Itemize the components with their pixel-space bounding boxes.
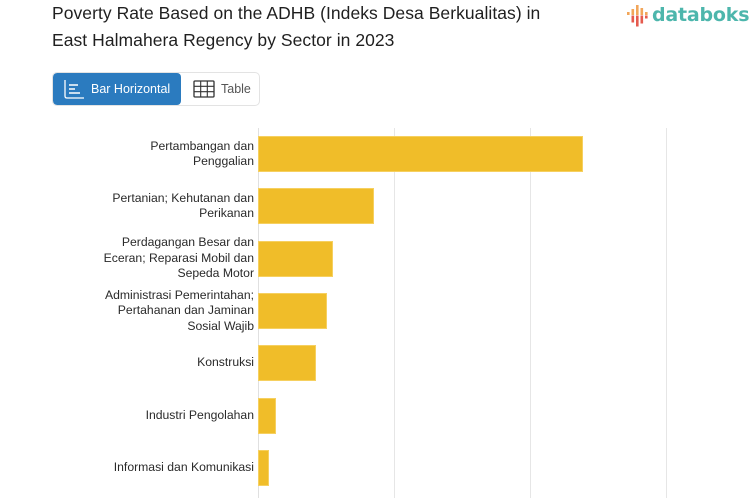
- table-label: Table: [221, 82, 251, 96]
- category-label: Pertanian; Kehutanan dan Perikanan: [54, 191, 254, 222]
- category-label: Industri Pengolahan: [54, 408, 254, 424]
- category-label-line: Pertambangan dan: [150, 138, 254, 153]
- category-label: Informasi dan Komunikasi: [54, 460, 254, 476]
- category-label-line: Informasi dan Komunikasi: [113, 460, 254, 475]
- gridline: [530, 128, 531, 498]
- bar[interactable]: [258, 292, 328, 329]
- bar[interactable]: [258, 397, 276, 434]
- bar-horizontal-button[interactable]: Bar Horizontal: [53, 73, 181, 105]
- category-label: Administrasi Pemerintahan; Pertahanan dan…: [54, 288, 254, 335]
- category-label: Konstruksi: [54, 355, 254, 371]
- bar-horizontal-icon: [63, 79, 85, 99]
- bar-signal-icon: [627, 5, 648, 27]
- bar-horizontal-label: Bar Horizontal: [91, 82, 171, 96]
- chart-title: Poverty Rate Based on the ADHB (Indeks D…: [52, 0, 612, 54]
- category-label-line: Penggalian: [193, 154, 254, 168]
- bar[interactable]: [258, 449, 269, 486]
- databoks-logo[interactable]: databoks: [626, 2, 750, 28]
- category-label-line: Sosial Wajib: [187, 318, 254, 333]
- table-grid-icon: [193, 80, 215, 98]
- category-label: Perdagangan Besar dan Eceran; Reparasi Mo…: [54, 235, 254, 282]
- category-label-line: Pertahanan dan Jaminan: [117, 303, 254, 318]
- category-label-line: Perdagangan Besar dan: [121, 235, 254, 250]
- bar-chart: Pertambangan dan Penggalian Pertanian; Keh…: [0, 128, 753, 498]
- category-label-line: Administrasi Pemerintahan;: [104, 287, 254, 302]
- bar[interactable]: [258, 188, 374, 225]
- category-label-line: Perikanan: [199, 206, 254, 221]
- chart-title-line-1: Poverty Rate Based on the ADHB (Indeks D…: [52, 3, 541, 23]
- category-label-line: Industri Pengolahan: [145, 407, 254, 422]
- table-button[interactable]: Table: [181, 73, 251, 105]
- bar[interactable]: [258, 345, 317, 382]
- logo-text: databoks: [652, 4, 750, 26]
- category-label-line: Konstruksi: [197, 355, 254, 370]
- category-label-line: Sepeda Motor: [177, 266, 254, 281]
- category-label: Pertambangan dan Penggalian: [54, 139, 254, 170]
- category-label-line: Eceran; Reparasi Mobil dan: [103, 250, 254, 265]
- view-toggle: Bar Horizontal Table: [52, 72, 260, 106]
- gridline: [666, 128, 667, 498]
- bar[interactable]: [258, 240, 333, 277]
- bar[interactable]: [258, 136, 584, 172]
- category-label-line: Pertanian; Kehutanan dan: [112, 190, 254, 205]
- gridline: [394, 128, 395, 498]
- chart-title-line-2: East Halmahera Regency by Sector in 2023: [52, 30, 395, 50]
